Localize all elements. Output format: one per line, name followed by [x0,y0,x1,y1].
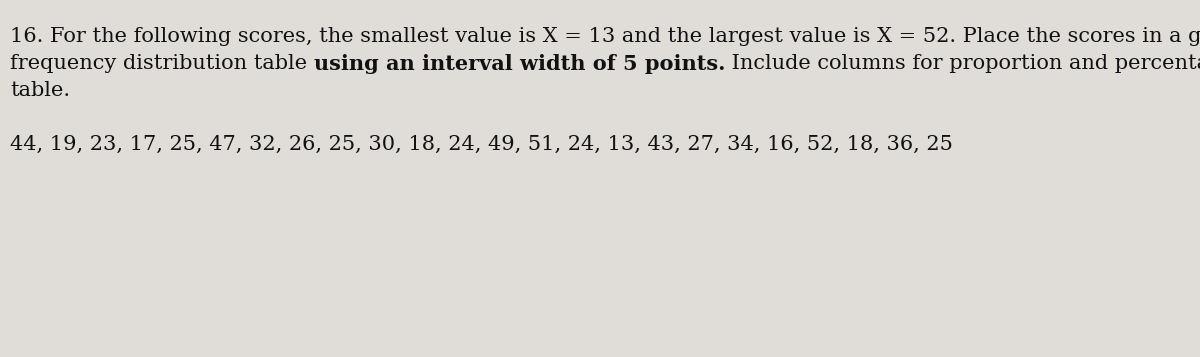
Text: 16. For the following scores, the smallest value is X = 13 and the largest value: 16. For the following scores, the smalle… [10,27,1200,46]
Text: Include columns for proportion and percentage in your: Include columns for proportion and perce… [725,54,1200,73]
Text: table.: table. [10,81,70,100]
Text: frequency distribution table: frequency distribution table [10,54,313,73]
Text: using an interval width of 5 points.: using an interval width of 5 points. [313,54,725,74]
Text: 44, 19, 23, 17, 25, 47, 32, 26, 25, 30, 18, 24, 49, 51, 24, 13, 43, 27, 34, 16, : 44, 19, 23, 17, 25, 47, 32, 26, 25, 30, … [10,135,953,154]
